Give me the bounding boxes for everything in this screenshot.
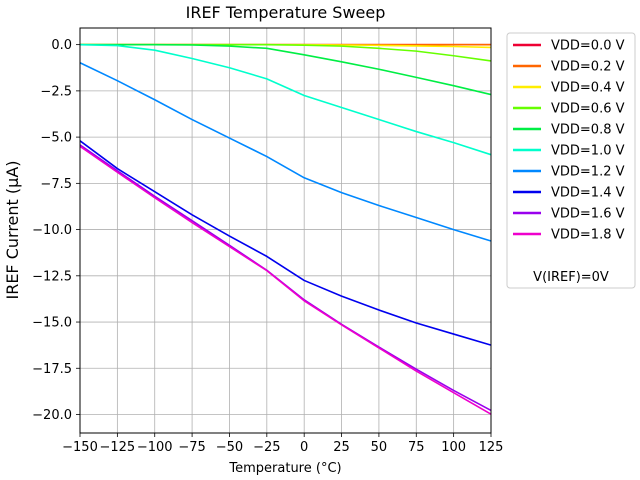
x-tick-label: 0: [300, 440, 308, 455]
x-tick-label: −125: [100, 440, 136, 455]
series-line-6: [79, 62, 492, 242]
x-tick-label: −50: [216, 440, 243, 455]
x-tick-label: −150: [62, 440, 98, 455]
x-axis: −150 −125 −100 −75 −50 −25 0 25 50 75 100 125: [62, 433, 503, 455]
x-tick-label: 125: [479, 440, 504, 455]
plot-frame: [79, 27, 492, 434]
legend-label-0: VDD=0.0 V: [551, 39, 625, 54]
legend-label-3: VDD=0.6 V: [551, 102, 625, 117]
legend-label-6: VDD=1.2 V: [551, 165, 625, 180]
y-tick-label: −12.5: [32, 269, 72, 284]
x-tick-label: −25: [253, 440, 280, 455]
x-tick-label: 50: [371, 440, 388, 455]
y-tick-label: −17.5: [32, 362, 72, 377]
legend-label-2: VDD=0.4 V: [551, 81, 625, 96]
x-tick-label: 75: [408, 440, 425, 455]
legend-box: [506, 32, 636, 289]
chart-title: IREF Temperature Sweep: [186, 3, 386, 22]
x-tick-label: 25: [333, 440, 350, 455]
y-tick-label: −15.0: [32, 316, 72, 331]
legend-label-4: VDD=0.8 V: [551, 123, 625, 138]
series-lines: [79, 43, 492, 415]
legend-label-8: VDD=1.6 V: [551, 207, 625, 222]
y-tick-label: −7.5: [40, 177, 72, 192]
legend: VDD=0.0 V VDD=0.2 V VDD=0.4 V VDD=0.6 V VDD=…: [506, 32, 636, 289]
y-tick-label: −5.0: [40, 131, 72, 146]
legend-label-5: VDD=1.0 V: [551, 144, 625, 159]
y-tick-label: −2.5: [40, 84, 72, 99]
legend-items: VDD=0.0 V VDD=0.2 V VDD=0.4 V VDD=0.6 V VDD=…: [513, 39, 625, 243]
legend-note: V(IREF)=0V: [533, 270, 609, 285]
grid: [79, 28, 492, 433]
legend-label-1: VDD=0.2 V: [551, 60, 625, 75]
series-line-7: [79, 140, 492, 346]
y-axis: 0.0 −2.5 −5.0 −7.5 −10.0 −12.5 −15.0 −17.5 −20.0: [32, 38, 80, 423]
series-line-5: [79, 43, 492, 156]
x-axis-label: Temperature (°C): [228, 461, 341, 476]
series-line-4: [80, 43, 492, 96]
x-tick-label: −100: [137, 440, 173, 455]
x-tick-label: −75: [178, 440, 205, 455]
y-tick-label: 0.0: [51, 38, 72, 53]
y-tick-label: −10.0: [32, 223, 72, 238]
series-line-9: [79, 145, 492, 415]
y-tick-label: −20.0: [32, 408, 72, 423]
legend-label-9: VDD=1.8 V: [551, 228, 625, 243]
y-axis-label: IREF Current (µA): [3, 160, 22, 299]
legend-label-7: VDD=1.4 V: [551, 186, 625, 201]
x-tick-label: 100: [441, 440, 466, 455]
